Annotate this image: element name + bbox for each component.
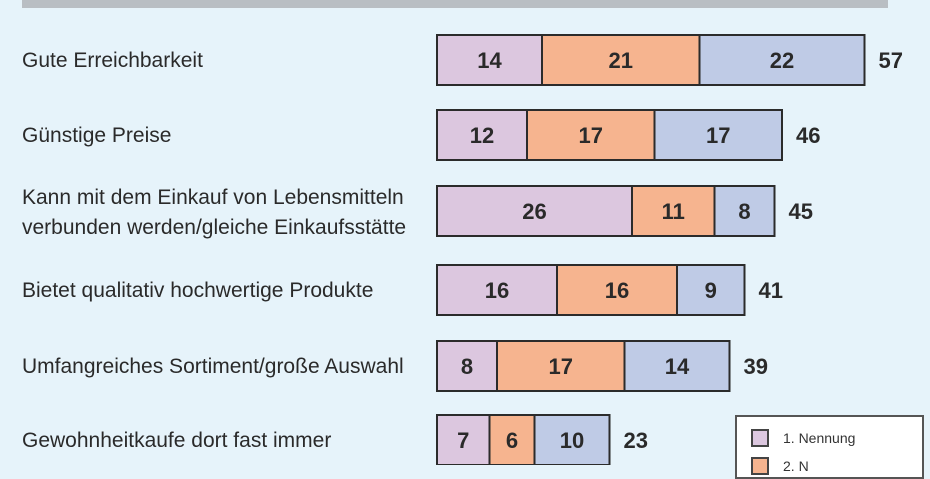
data-label: 7 <box>457 428 469 453</box>
bar-segment-2 <box>488 414 536 465</box>
data-label: 14 <box>477 48 502 73</box>
legend-swatch-2 <box>751 457 769 475</box>
data-label: 12 <box>470 123 494 148</box>
legend-item-2: 2. N <box>751 455 809 477</box>
category-label: Umfangreiches Sortiment/große Auswahl <box>22 355 404 378</box>
data-label: 6 <box>506 428 518 453</box>
data-label: 10 <box>560 428 584 453</box>
category-label: Gewohnheitkaufe dort fast immer <box>22 429 331 452</box>
legend-swatch-1 <box>751 429 769 447</box>
bar-segment-3 <box>653 109 783 161</box>
bar-segment-3 <box>698 34 866 86</box>
legend-item-1: 1. Nennung <box>751 427 855 449</box>
bar-segment-3 <box>713 185 776 237</box>
category-label-line: Kann mit dem Einkauf von Lebensmitteln <box>22 186 404 209</box>
bar-segment-2 <box>556 264 678 316</box>
bar-segment-2 <box>541 34 701 86</box>
category-label: Gute Erreichbarkeit <box>22 49 203 72</box>
bars: 14 21 22 57 12 17 17 46 26 11 8 45 16 16 9 41 8 17 14 39 7 6 1… <box>436 34 903 465</box>
category-labels: Gute Erreichbarkeit Günstige Preise Kann m… <box>22 49 406 452</box>
bar-segment-2 <box>526 109 656 161</box>
data-label: 14 <box>665 354 690 379</box>
data-label: 21 <box>609 48 633 73</box>
total-label: 46 <box>796 123 820 148</box>
data-label: 17 <box>706 123 730 148</box>
stacked-bar-chart: Gute Erreichbarkeit Günstige Preise Kann m… <box>22 34 903 465</box>
category-label: Günstige Preise <box>22 124 171 147</box>
bar-segment-1 <box>436 185 633 237</box>
bar-segment-1 <box>436 34 543 86</box>
bar-segment-3 <box>676 264 746 316</box>
bar-segment-3 <box>533 414 611 465</box>
category-label-line: verbunden werden/gleiche Einkaufsstätte <box>22 216 406 239</box>
data-label: 8 <box>461 354 473 379</box>
bar-segment-1 <box>436 340 498 392</box>
legend: 1. Nennung 2. N <box>735 415 924 479</box>
header-bar <box>22 0 888 8</box>
data-label: 8 <box>738 199 750 224</box>
legend-label-1: 1. Nennung <box>783 430 856 446</box>
total-label: 23 <box>624 428 648 453</box>
data-label: 22 <box>770 48 794 73</box>
total-label: 45 <box>789 199 813 224</box>
total-label: 39 <box>744 354 768 379</box>
data-label: 11 <box>662 199 685 224</box>
data-label: 17 <box>549 354 573 379</box>
category-label: Bietet qualitativ hochwertige Produkte <box>22 279 373 302</box>
bar-segment-2 <box>631 185 716 237</box>
total-label: 57 <box>879 48 903 73</box>
data-label: 16 <box>605 278 629 303</box>
legend-label-2: 2. N <box>783 458 809 474</box>
data-label: 17 <box>579 123 603 148</box>
chart-frame: Gute Erreichbarkeit Günstige Preise Kann m… <box>22 0 924 479</box>
data-label: 26 <box>522 199 546 224</box>
bar-segment-1 <box>436 109 528 161</box>
data-label: 16 <box>485 278 509 303</box>
bar-segment-3 <box>623 340 731 392</box>
data-label: 9 <box>705 278 717 303</box>
total-label: 41 <box>759 278 783 303</box>
category-label: Kann mit dem Einkauf von Lebensmitteln ve… <box>22 186 406 239</box>
